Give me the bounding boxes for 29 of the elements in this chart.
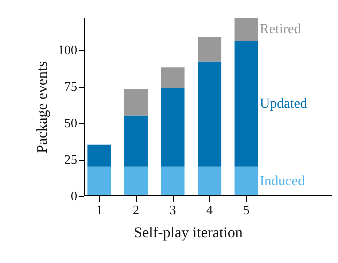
bar [198, 166, 222, 196]
bar [124, 89, 148, 116]
bar [161, 88, 185, 167]
bar [124, 166, 148, 196]
x-tick-label: 1 [96, 202, 103, 218]
y-tick-label: 100 [58, 42, 78, 58]
x-axis-title: Self-play iteration [134, 226, 244, 242]
x-tick-label: 2 [132, 202, 140, 218]
bar [234, 41, 258, 167]
bar [161, 68, 185, 88]
y-tick-label: 50 [64, 116, 78, 131]
bar [198, 62, 222, 167]
x-tick-label: 4 [206, 202, 214, 218]
y-tick-label: 75 [64, 79, 78, 94]
x-tick-label: 5 [243, 202, 250, 218]
y-tick-label: 25 [64, 152, 78, 168]
bar [88, 166, 112, 196]
y-axis-title: Package events [35, 61, 51, 154]
y-tick-label: 0 [71, 188, 78, 204]
bar [198, 36, 222, 62]
series-label: Induced [260, 174, 306, 190]
bar [124, 116, 148, 167]
bar [234, 166, 258, 196]
x-tick-label: 3 [170, 202, 176, 218]
series-label: Updated [260, 97, 308, 112]
bar [88, 144, 112, 167]
bar [234, 18, 258, 42]
bar [161, 166, 185, 196]
series-label: Retired [260, 22, 302, 38]
